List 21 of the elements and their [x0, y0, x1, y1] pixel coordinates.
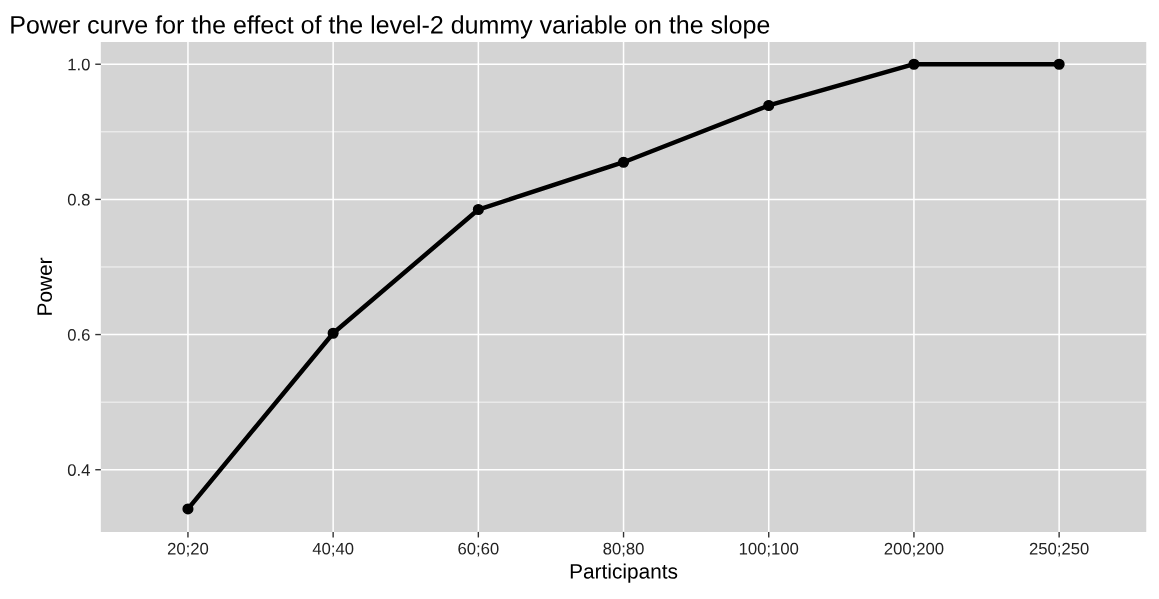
x-tick-label: 200;200 — [884, 542, 944, 557]
point — [327, 327, 339, 339]
y-tick-label: 1.0 — [68, 58, 90, 71]
y-axis-title: Power — [37, 257, 53, 315]
x-tick-label: 40;40 — [312, 542, 354, 557]
point — [182, 503, 194, 515]
x-tick-label: 20;20 — [167, 542, 209, 557]
x-tick-label: 80;80 — [603, 542, 644, 557]
chart-title: Power curve for the effect of the level-2 dummy variable on the slope — [11, 15, 770, 39]
point — [1053, 58, 1065, 70]
x-tick-label: 60;60 — [458, 542, 499, 557]
y-tick-label: 0.4 — [67, 464, 90, 476]
x-tick-label: 100;100 — [739, 542, 799, 557]
x-axis-title: Participants — [570, 563, 678, 583]
x-tick-label: 250;250 — [1029, 542, 1089, 557]
point — [472, 203, 484, 216]
point — [763, 99, 775, 112]
y-tick-label: 0.8 — [67, 193, 90, 206]
point — [908, 58, 920, 70]
point — [617, 156, 630, 168]
y-tick-label: 0.6 — [67, 328, 90, 341]
